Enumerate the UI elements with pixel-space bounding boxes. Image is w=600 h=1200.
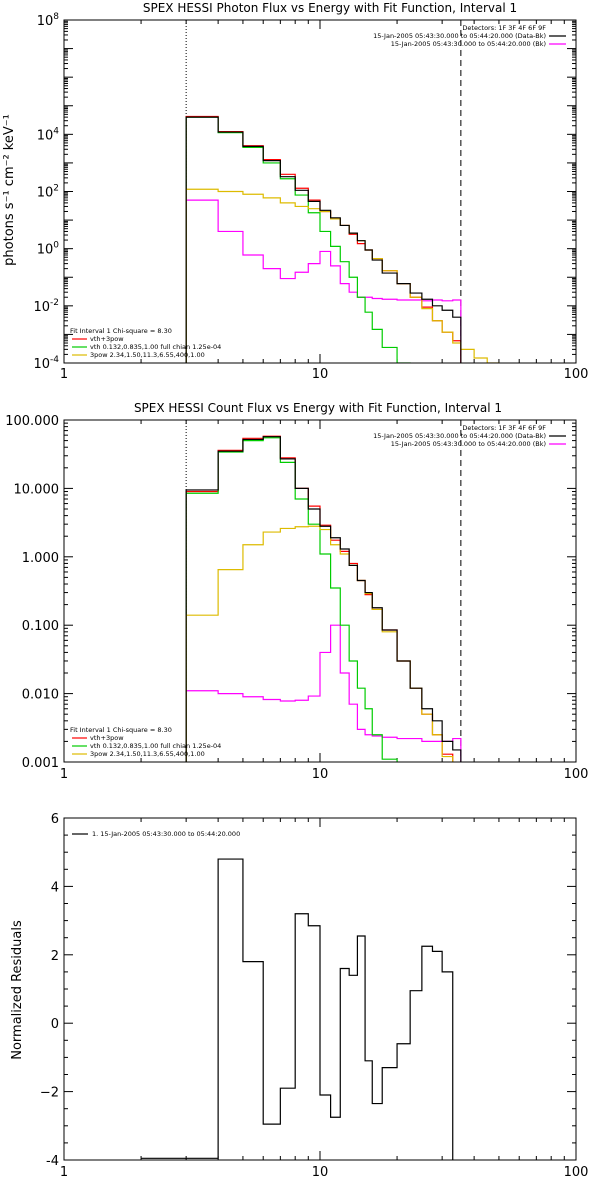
resid-y-tick-label: -4 <box>46 1154 59 1169</box>
count-series-line <box>185 525 454 762</box>
residuals-ylabel: Normalized Residuals <box>10 920 25 1060</box>
photon-legend-fit-entry: vth+3pow <box>90 335 124 343</box>
photon-flux-frame <box>63 19 577 364</box>
photon-y-tick-label: 102 <box>37 184 59 201</box>
count-y-tick-label: 0.001 <box>22 756 59 771</box>
count-x-tick-label: 100 <box>564 767 589 782</box>
photon-x-tick-label: 10 <box>312 367 329 382</box>
photon-legend-fit-entry: 3pow 2.34,1.50,11.3,6.55,400,1.00 <box>90 351 205 359</box>
photon-flux-panel: SPEX HESSI Photon Flux vs Energy with Fi… <box>2 1 588 382</box>
photon-x-tick-label: 1 <box>60 367 68 382</box>
photon-series-line <box>185 188 500 363</box>
photon-legend-entry: 15-Jan-2005 05:43:30.000 to 05:44:20.000… <box>373 32 546 40</box>
count-flux-panel: SPEX HESSI Count Flux vs Energy with Fit… <box>5 401 588 782</box>
count-y-tick-label: 1.000 <box>22 551 59 566</box>
count-series-line <box>185 624 462 762</box>
count-series-line <box>185 436 462 762</box>
residuals-plot-area: 1 10 100 -4 −2 0 2 4 6 1. 15-Jan-2005 05:43:30.00… <box>40 812 589 1180</box>
count-legend-fit-entry: vth+3pow <box>90 734 124 742</box>
count-legend-entry: Detectors: 1F 3F 4F 6F 9F <box>462 424 546 432</box>
count-y-tick-label: 0.100 <box>22 619 59 634</box>
photon-y-tick-exponent: 2 <box>53 184 59 194</box>
resid-x-tick-label: 1 <box>60 1165 68 1180</box>
count-y-tick-label: 0.010 <box>22 688 59 703</box>
photon-flux-title: SPEX HESSI Photon Flux vs Energy with Fi… <box>143 1 517 15</box>
count-y-tick-label: 10.000 <box>14 482 60 497</box>
resid-y-tick-label: 2 <box>51 949 59 964</box>
photon-legend-fit-entry: Fit Interval 1 Chi-square = 8.30 <box>70 327 172 335</box>
photon-legend-fit-entry: vth 0.132,0.835,1.00 full chian 1.25e-04 <box>90 343 221 351</box>
resid-y-tick-label: 6 <box>51 812 59 827</box>
resid-x-tick-label: 10 <box>312 1165 329 1180</box>
resid-legend-entry: 1. 15-Jan-2005 05:43:30.000 to 05:44:20.… <box>92 830 240 838</box>
residuals-frame <box>63 817 577 1161</box>
photon-y-tick-exponent: 4 <box>53 126 59 136</box>
resid-series-line <box>141 858 454 1160</box>
photon-series-line <box>185 115 462 363</box>
photon-legend-entry: Detectors: 1F 3F 4F 6F 9F <box>462 24 546 32</box>
count-legend-fit-entry: vth 0.132,0.835,1.00 full chian 1.25e-04 <box>90 742 221 750</box>
photon-series-group <box>185 115 500 363</box>
photon-y-tick-label: 104 <box>37 126 60 143</box>
photon-y-tick-exponent: -4 <box>50 355 59 365</box>
photon-y-tick-label: 10-4 <box>33 355 59 372</box>
count-flux-plot-area: 1 10 100 0.001 0.010 0.100 1.000 10.000 100.000 D… <box>5 414 588 782</box>
count-flux-frame <box>63 419 577 763</box>
count-y-tick-label: 100.000 <box>5 414 59 429</box>
photon-series-line <box>185 116 462 363</box>
photon-flux-ylabel: photons s⁻¹ cm⁻² keV⁻¹ <box>2 114 17 266</box>
photon-y-tick-exponent: -2 <box>50 298 59 308</box>
resid-y-tick-label: 0 <box>51 1017 59 1032</box>
count-legend-fit-entry: 3pow 2.34,1.50,11.3,6.55,400,1.00 <box>90 750 205 758</box>
resid-x-tick-label: 100 <box>564 1165 589 1180</box>
count-legend-entry: 15-Jan-2005 05:43:30.000 to 05:44:20.000… <box>373 432 546 440</box>
photon-y-tick-exponent: 8 <box>53 12 59 22</box>
photon-y-tick-exponent: 0 <box>53 241 59 251</box>
photon-flux-plot-area: 1 10 100 10-4 10-2 100 102 104 108 Detectors: 1F … <box>33 12 588 382</box>
photon-x-tick-label: 100 <box>564 367 589 382</box>
photon-legend-entry: 15-Jan-2005 05:43:30.000 to 05:44:20.000… <box>391 40 546 48</box>
resid-y-tick-label: −2 <box>40 1086 59 1101</box>
residuals-panel: Normalized Residuals 1 10 100 -4 −2 0 2 4 6 1. 15… <box>10 812 588 1180</box>
resid-y-tick-label: 4 <box>51 880 59 895</box>
count-x-tick-label: 1 <box>60 767 68 782</box>
count-legend-entry: 15-Jan-2005 05:43:30.000 to 05:44:20.000… <box>391 440 546 448</box>
photon-y-tick-label: 100 <box>37 241 60 258</box>
count-x-tick-label: 10 <box>312 767 329 782</box>
photon-series-line <box>185 116 411 363</box>
count-series-group <box>185 435 462 762</box>
photon-series-line <box>185 199 462 363</box>
count-legend-fit-entry: Fit Interval 1 Chi-square = 8.30 <box>70 726 172 734</box>
resid-series-group <box>141 858 454 1160</box>
photon-y-tick-label: 108 <box>37 12 60 29</box>
count-series-line <box>185 435 454 762</box>
count-series-line <box>185 437 398 762</box>
photon-y-tick-label: 10-2 <box>33 298 59 315</box>
count-flux-title: SPEX HESSI Count Flux vs Energy with Fit… <box>134 401 502 415</box>
